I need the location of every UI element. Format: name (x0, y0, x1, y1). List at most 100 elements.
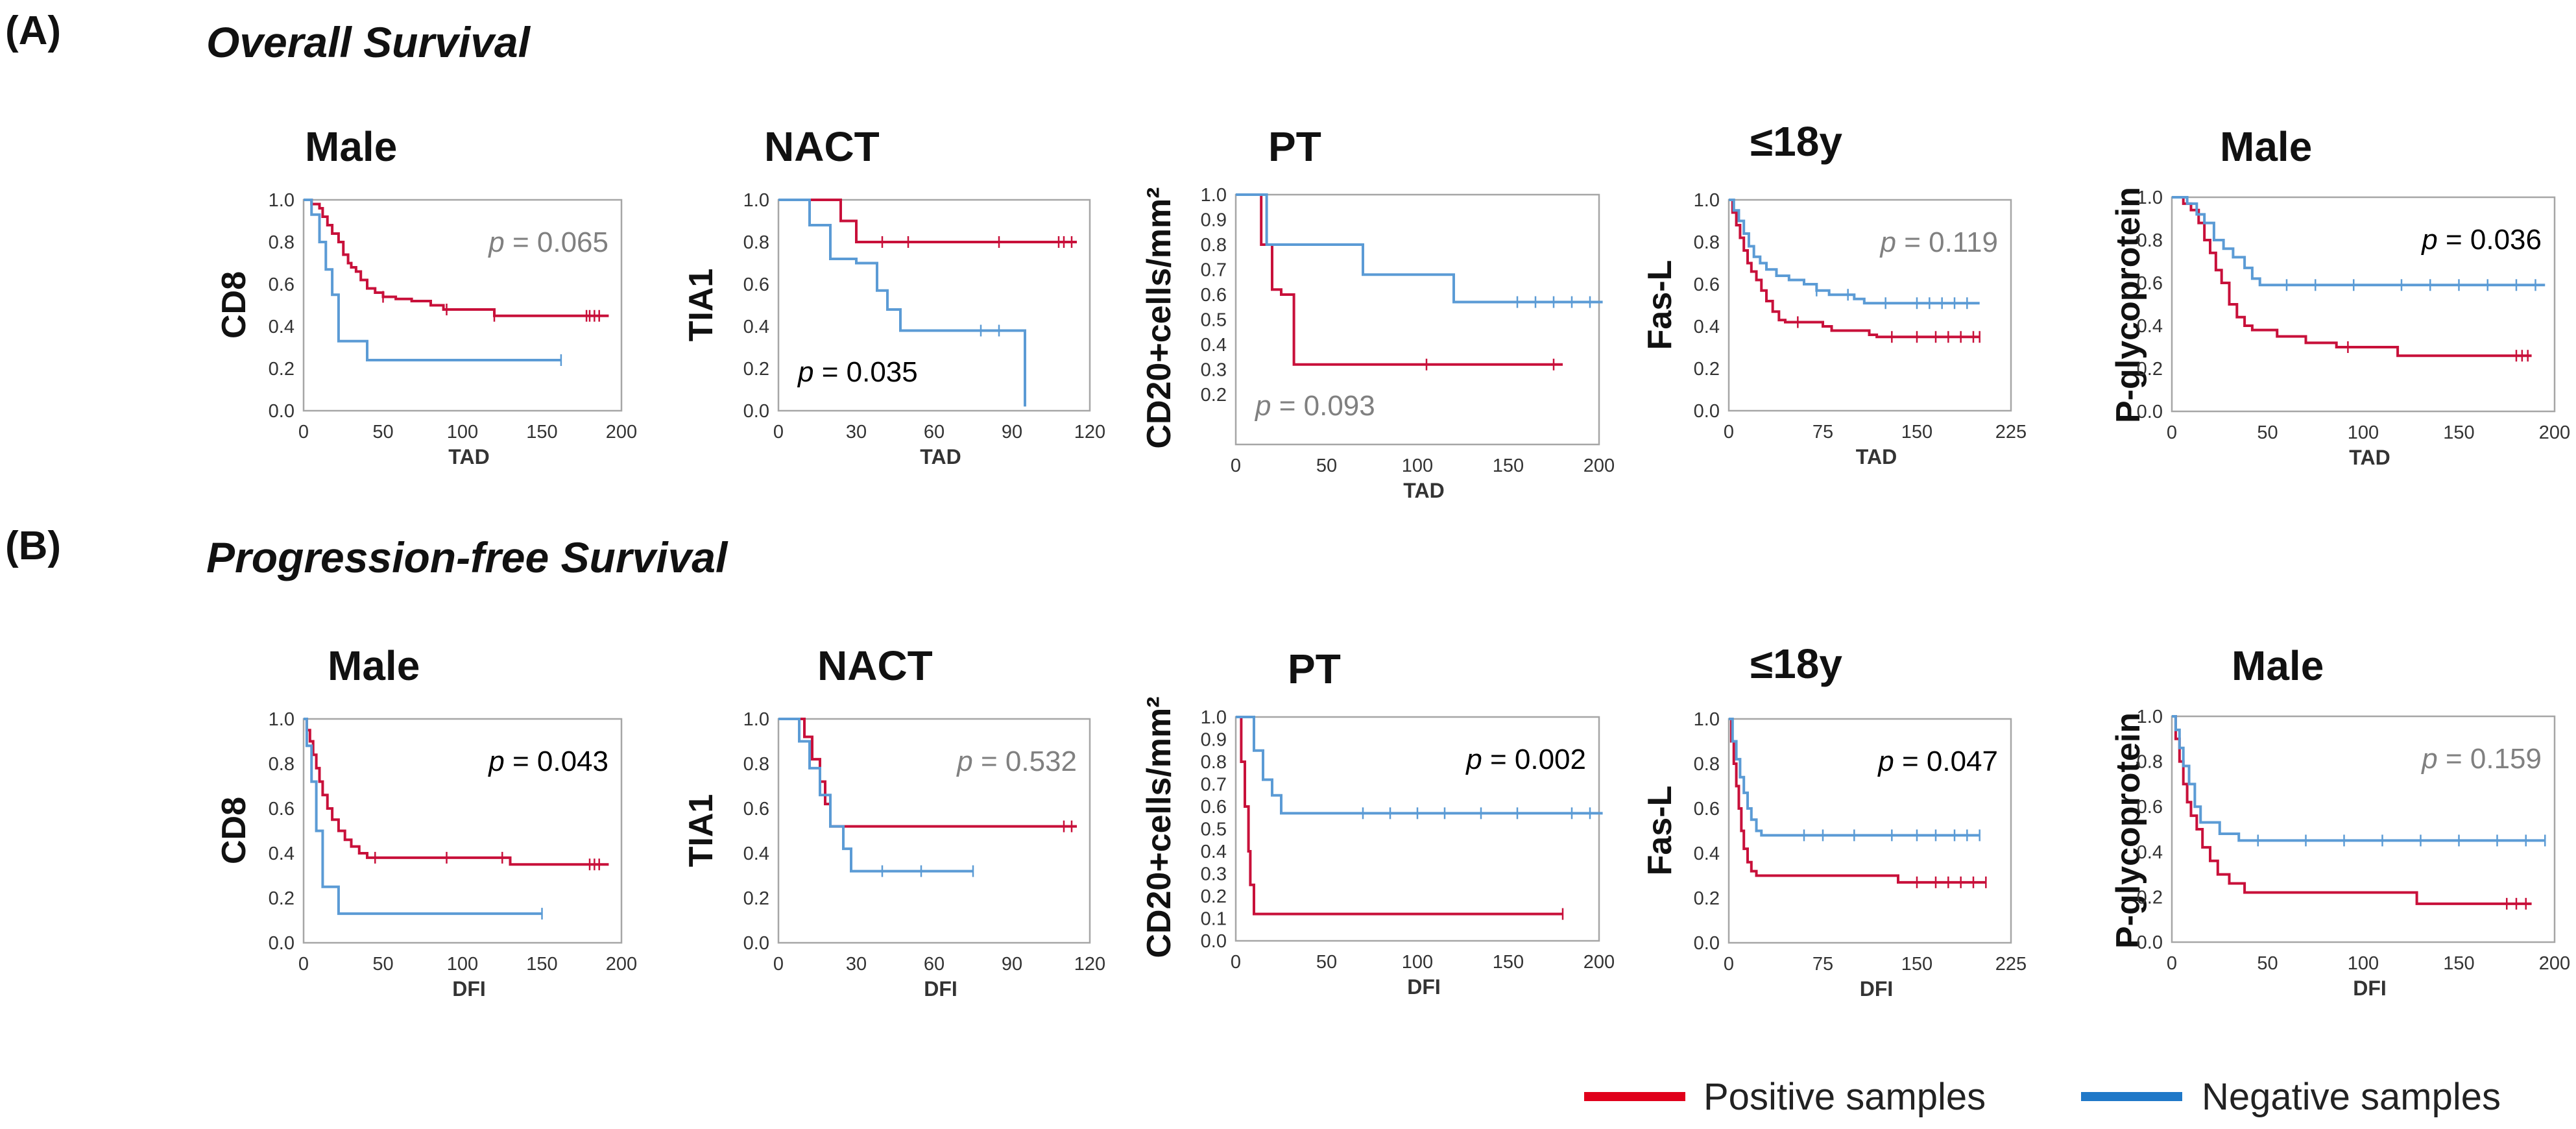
p-value-text: = 0.532 (973, 746, 1077, 777)
y-tick-label: 0.6 (1694, 274, 1720, 295)
y-tick-label: 0.4 (1694, 317, 1720, 337)
y-axis-label: TIA1 (682, 269, 720, 342)
y-tick-label: 0.2 (1201, 385, 1227, 406)
negative-survival-curve (2172, 715, 2546, 842)
p-value-text: = 0.035 (813, 356, 917, 388)
y-tick-label: 0.3 (1201, 360, 1227, 381)
p-value-text: = 0.119 (1896, 226, 1998, 258)
y-tick-label: 0.4 (269, 317, 295, 337)
y-axis-label: TIA1 (682, 794, 720, 868)
legend: Positive samples Negative samples (1584, 1076, 2501, 1118)
y-tick-label: 0.7 (1201, 260, 1227, 281)
p-value: p = 0.065 (487, 226, 608, 258)
y-tick-label: 0.4 (743, 317, 769, 337)
x-tick-label: 50 (1316, 455, 1337, 476)
km-chart-5: Male P-glycoprotein TAD 0.0 0.2 0.4 0.6 0.8 1.0 0… (2110, 123, 2570, 469)
y-tick-label: 0.0 (1201, 931, 1227, 952)
km-chart-2: NACT TIA1 TAD 0.0 0.2 0.4 0.6 0.8 1.0 0 30 60 90 120 p… (682, 123, 1105, 468)
y-tick-label: 0.0 (269, 933, 295, 954)
km-chart-1: Male CD8 TAD 0.0 0.2 0.4 0.6 0.8 1.0 0 50 100 150 200… (215, 123, 637, 468)
x-tick-label: 0 (2167, 953, 2177, 974)
y-tick-label: 0.4 (1201, 842, 1227, 862)
y-tick-label: 1.0 (743, 190, 769, 211)
x-tick-label: 0 (1724, 422, 1734, 443)
panel-label-b: (B) (5, 524, 61, 568)
p-value: p = 0.047 (1877, 746, 1998, 777)
positive-survival-curve (304, 199, 609, 317)
section-title-overall-survival: Overall Survival (206, 18, 531, 66)
y-axis-label: Fas-L (1641, 786, 1679, 876)
y-axis-label: CD8 (215, 271, 253, 339)
x-tick-label: 50 (372, 954, 393, 975)
x-tick-label: 90 (1002, 954, 1022, 975)
p-symbol: p (2420, 224, 2437, 256)
y-tick-label: 0.2 (1694, 359, 1720, 380)
y-tick-label: 0.2 (743, 888, 769, 909)
p-value-text: = 0.093 (1271, 390, 1375, 422)
y-tick-label: 0.8 (1694, 232, 1720, 253)
y-tick-label: 1.0 (1201, 185, 1227, 206)
x-tick-label: 0 (298, 422, 309, 443)
positive-survival-curve (2172, 196, 2532, 358)
negative-survival-curve (1729, 718, 1980, 837)
y-tick-label: 0.6 (743, 799, 769, 819)
x-tick-label: 120 (1074, 954, 1105, 975)
x-tick-label: 200 (606, 422, 637, 443)
x-axis-label: TAD (1856, 445, 1897, 468)
negative-survival-curve (1236, 193, 1603, 304)
x-tick-label: 200 (2539, 953, 2570, 974)
y-tick-label: 0.4 (269, 844, 295, 864)
p-value-text: = 0.002 (1482, 744, 1586, 775)
y-tick-label: 0.4 (1201, 335, 1227, 356)
legend-positive-label: Positive samples (1703, 1076, 1986, 1118)
y-tick-label: 0.2 (1694, 888, 1720, 909)
y-tick-label: 0.6 (2137, 273, 2163, 294)
y-tick-label: 0.7 (1201, 775, 1227, 795)
x-tick-label: 50 (372, 422, 393, 443)
x-tick-label: 90 (1002, 422, 1022, 443)
chart-title: NACT (817, 642, 933, 689)
p-value: p = 0.119 (1879, 226, 1998, 258)
y-axis-label: CD20+cells/mm² (1140, 187, 1178, 448)
x-tick-label: 30 (846, 422, 867, 443)
y-tick-label: 0.6 (269, 274, 295, 295)
x-tick-label: 150 (1493, 952, 1524, 973)
p-value-text: = 0.047 (1894, 746, 1998, 777)
x-tick-label: 200 (2539, 422, 2570, 443)
y-tick-label: 0.8 (743, 232, 769, 253)
y-tick-label: 1.0 (1201, 707, 1227, 728)
chart-title: NACT (764, 123, 880, 170)
section-title-progression-free-survival: Progression-free Survival (206, 533, 728, 581)
y-tick-label: 0.1 (1201, 909, 1227, 930)
x-tick-label: 100 (1402, 455, 1433, 476)
positive-survival-curve (1729, 718, 1986, 884)
p-value: p = 0.035 (797, 356, 918, 388)
x-tick-label: 150 (1493, 455, 1524, 476)
kaplan-meier-charts: Male CD8 TAD 0.0 0.2 0.4 0.6 0.8 1.0 0 50 100 150 200… (215, 118, 2570, 1001)
y-tick-label: 0.8 (1201, 752, 1227, 773)
x-tick-label: 30 (846, 954, 867, 975)
x-tick-label: 150 (1901, 422, 1932, 443)
x-axis-label: TAD (920, 445, 961, 468)
positive-survival-curve (2172, 715, 2532, 905)
y-axis-label: P-glycoprotein (2110, 712, 2147, 949)
x-tick-label: 150 (2443, 422, 2474, 443)
p-symbol: p (2420, 743, 2437, 775)
y-tick-label: 1.0 (269, 190, 295, 211)
x-axis-label: TAD (1403, 479, 1444, 502)
x-axis-label: DFI (924, 977, 957, 1001)
x-tick-label: 200 (1583, 455, 1615, 476)
negative-survival-curve (778, 199, 1026, 407)
x-tick-label: 200 (1583, 952, 1615, 973)
plot-frame (1727, 718, 2012, 944)
x-tick-label: 0 (1231, 455, 1241, 476)
x-tick-label: 0 (773, 954, 784, 975)
x-tick-label: 100 (447, 954, 478, 975)
x-axis-label: TAD (2349, 446, 2390, 469)
x-tick-label: 150 (526, 954, 557, 975)
x-tick-label: 225 (1995, 422, 2027, 443)
negative-survival-curve (1236, 716, 1603, 815)
positive-survival-curve (778, 199, 1077, 243)
x-tick-label: 0 (1231, 952, 1241, 973)
y-tick-label: 1.0 (269, 709, 295, 730)
